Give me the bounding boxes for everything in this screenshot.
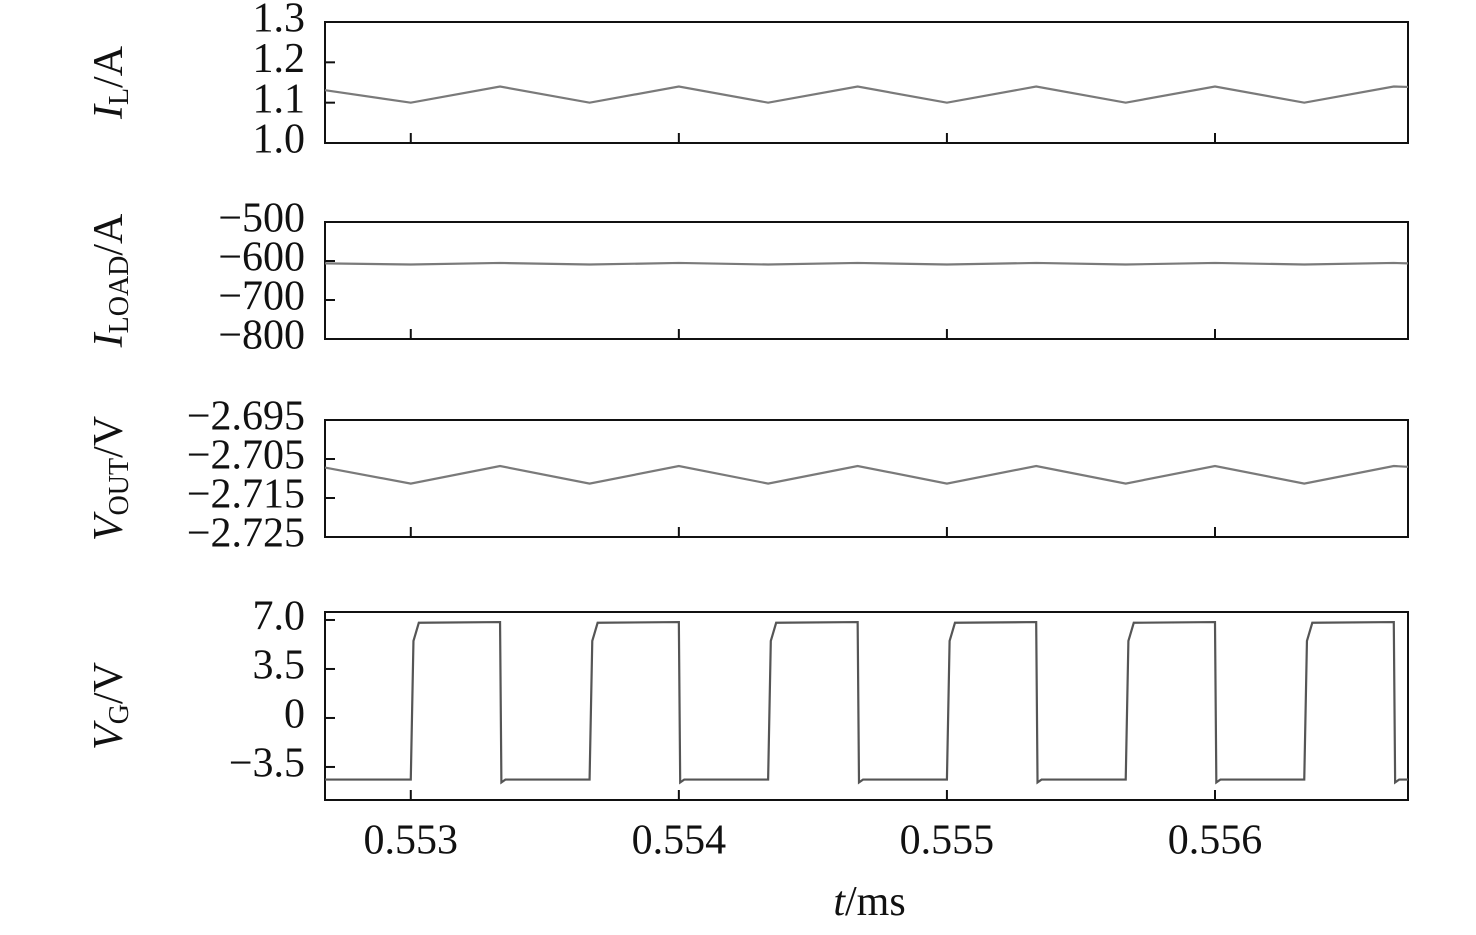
y-tick-label: −3.5	[229, 741, 305, 787]
y-axis-label: VG/V	[86, 662, 136, 750]
y-axis-label: IL/A	[86, 45, 136, 120]
y-tick-label: 7.0	[253, 594, 306, 640]
y-tick-label: 1.1	[253, 76, 306, 122]
y-tick-label: −600	[218, 235, 305, 281]
data-line	[324, 464, 1409, 485]
y-label-subscript: LOAD	[104, 256, 135, 334]
plot-frame	[324, 21, 1409, 144]
y-tick-label: 0	[284, 692, 305, 738]
plot-frame	[324, 611, 1409, 801]
y-label-subscript: L	[104, 88, 135, 105]
x-tick-label: 0.554	[632, 818, 727, 864]
y-tick-label: 1.2	[253, 36, 306, 82]
plot-frame	[324, 221, 1409, 340]
y-tick-label: −2.715	[187, 472, 305, 518]
plot-frame	[324, 419, 1409, 538]
y-tick-label: −800	[218, 313, 305, 359]
y-axis-label: VOUT/V	[86, 416, 136, 541]
y-label-symbol: I	[86, 331, 132, 348]
y-tick-label: 1.3	[253, 0, 306, 42]
y-tick-label: −500	[218, 196, 305, 242]
x-axis-label: t/ms	[833, 879, 905, 925]
y-label-unit: /A	[86, 213, 132, 256]
data-line	[324, 85, 1409, 104]
data-line	[324, 261, 1409, 266]
y-label-subscript: OUT	[104, 458, 135, 516]
y-label-symbol: V	[86, 720, 132, 750]
x-tick-label: 0.555	[900, 818, 995, 864]
y-tick-label: −2.725	[187, 511, 305, 557]
y-tick-label: 3.5	[253, 643, 306, 689]
y-label-subscript: G	[104, 704, 135, 724]
y-tick-label: −2.705	[187, 433, 305, 479]
y-label-symbol: I	[86, 103, 132, 120]
y-tick-label: −700	[218, 274, 305, 320]
y-label-unit: /A	[86, 45, 132, 88]
data-line	[325, 620, 1408, 785]
y-tick-label: 1.0	[253, 117, 306, 163]
y-label-unit: /V	[86, 416, 132, 458]
y-label-symbol: V	[86, 511, 132, 541]
y-axis-label: ILOAD/A	[86, 213, 136, 348]
x-tick-label: 0.556	[1168, 818, 1263, 864]
x-tick-label: 0.553	[364, 818, 459, 864]
y-label-unit: /V	[86, 662, 132, 704]
x-label-symbol: t	[833, 879, 846, 925]
x-label-unit: /ms	[845, 879, 906, 925]
y-tick-label: −2.695	[187, 394, 305, 440]
